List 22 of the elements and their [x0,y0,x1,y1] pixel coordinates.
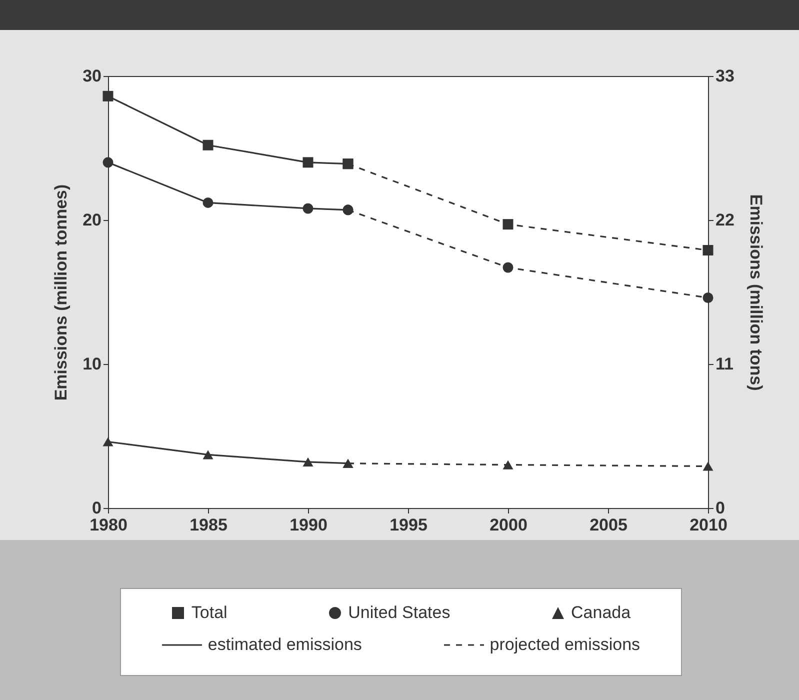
x-tick-label: 2010 [690,516,728,534]
text: estimated emissions [208,635,362,655]
x-tick-label: 1980 [90,516,128,534]
y2-axis-title: Emissions (million tons) [746,194,766,391]
y2-tick-label: 33 [716,66,734,86]
y-tick-label: 10 [82,354,102,374]
y-tick-label: 20 [82,210,102,230]
y2-tick-label: 0 [716,498,725,518]
y2-tick-label: 11 [716,354,734,374]
x-tick-label: 1985 [190,516,228,534]
legend-label: United States [348,603,450,623]
y-tick-label: 0 [92,498,102,518]
y-tick-label: 30 [82,66,102,86]
legend-label: Canada [571,603,631,623]
legend-label: Total [191,603,228,623]
x-tick-label: 1995 [390,516,428,534]
x-tick-label: 2005 [590,516,628,534]
text: projected emissions [490,635,640,655]
y-axis-title: Emissions (million tonnes) [52,184,71,401]
x-tick-label: 2000 [490,516,528,534]
y2-tick-label: 22 [716,210,734,230]
x-tick-label: 1990 [290,516,328,534]
